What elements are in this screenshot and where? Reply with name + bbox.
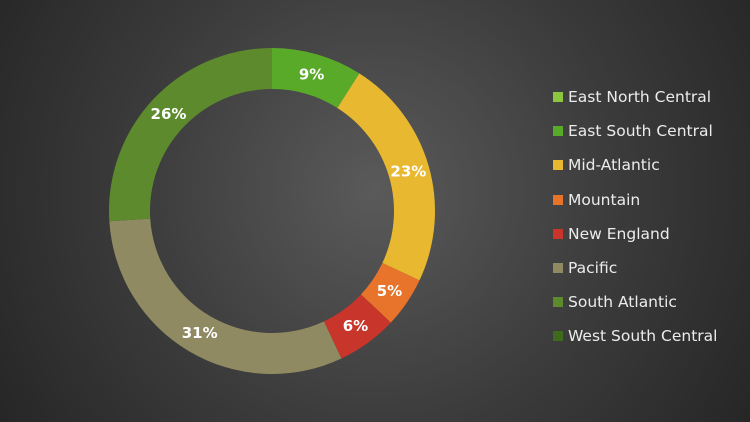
legend-label: New England [568,224,670,243]
legend-swatch [553,331,563,342]
data-label-mountain: 5% [377,282,402,300]
legend-swatch [553,194,563,205]
legend-item-east-north-central: East North Central [553,80,748,114]
legend-swatch [553,228,563,239]
legend-swatch [553,126,563,137]
data-label-new-england: 6% [343,317,368,335]
slice-pacific [109,218,342,374]
legend-item-mountain: Mountain [553,183,748,217]
legend-label: West South Central [568,327,718,346]
legend-swatch [553,92,563,103]
slice-south-atlantic [109,48,272,222]
legend-item-new-england: New England [553,217,748,251]
legend-swatch [553,160,563,171]
legend-item-west-south-central: West South Central [553,319,748,353]
legend-item-mid-atlantic: Mid-Atlantic [553,148,748,182]
slice-mountain [360,262,420,323]
legend-item-east-south-central: East South Central [553,114,748,148]
legend-label: Mountain [568,190,641,209]
legend-label: East South Central [568,122,713,141]
slice-mid-atlantic [337,73,435,281]
chart-legend: East North Central East South Central Mid-… [553,80,748,354]
legend-item-pacific: Pacific [553,251,748,285]
data-label-south-atlantic: 26% [151,105,187,123]
legend-item-south-atlantic: South Atlantic [553,285,748,319]
slice-east-south-central [272,48,360,108]
legend-label: South Atlantic [568,293,677,312]
data-label-pacific: 31% [182,324,218,342]
data-label-east-south-central: 9% [299,66,324,84]
legend-label: Pacific [568,259,618,278]
slice-new-england [323,294,391,359]
legend-label: East North Central [568,88,712,107]
legend-swatch [553,263,563,274]
legend-swatch [553,297,563,308]
legend-label: Mid-Atlantic [568,156,660,175]
data-label-mid-atlantic: 23% [390,162,426,180]
